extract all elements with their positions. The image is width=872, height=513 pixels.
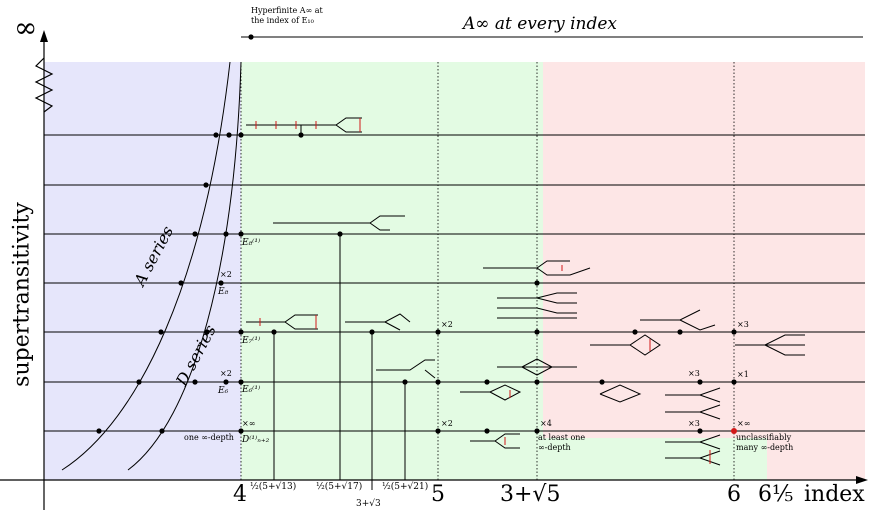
index-stems [273, 125, 406, 490]
d-series-curve [127, 61, 242, 471]
label-e7-affine: E₇⁽¹⁾ [242, 336, 261, 346]
x-tick-3-plus-root5: 3+√5 [500, 482, 561, 507]
green-region-lower [543, 438, 767, 480]
label-e8-affine: E₈⁽¹⁾ [242, 238, 261, 248]
label-at-least-one: at least one ∞-depth [538, 433, 585, 453]
index-label-d: 3+√3 [356, 499, 381, 509]
x-axis-label: index [804, 482, 865, 507]
hyperfinite-line1: Hyperfinite A∞ at [251, 6, 323, 15]
mult-734-431-xinf: ×∞ [737, 419, 751, 428]
blue-region [44, 62, 241, 480]
mult-e8-x2: ×2 [220, 270, 232, 279]
red-region [543, 62, 865, 480]
mult-5-431-x2: ×2 [441, 419, 453, 428]
label-e6-affine: E₆⁽¹⁾ [242, 385, 261, 395]
mult-d-xinf: ×∞ [242, 419, 256, 428]
x-tick-6: 6 [727, 482, 741, 507]
series-points [96, 132, 244, 434]
unclassifiable-point [731, 428, 737, 434]
mult-e6-x2: ×2 [220, 369, 232, 378]
mult-700-431-x3: ×3 [688, 419, 700, 428]
mult-734-332-x3: ×3 [737, 320, 749, 329]
level-lines [44, 134, 865, 432]
index-label-b: ½(5+√17) [316, 482, 363, 492]
graph-red-marks [255, 118, 711, 464]
y-axis-arrow [40, 30, 48, 42]
every-index-label: A∞ at every index [463, 14, 617, 34]
x-tick-4: 4 [233, 482, 247, 507]
index-label-c: ½(5+√21) [382, 482, 429, 492]
mult-700-382-x3: ×3 [688, 369, 700, 378]
mult-5-332-x2: ×2 [441, 320, 453, 329]
a-series-curve [61, 61, 231, 471]
hyperfinite-label: Hyperfinite A∞ at the index of E₁₀ [251, 6, 323, 26]
principal-graph-sketches [246, 117, 805, 466]
label-d-affine: D⁽¹⁾ₙ₊₂ [242, 435, 270, 445]
y-axis-label: supertransitivity [9, 202, 35, 387]
hyperfinite-point [248, 34, 254, 40]
infinity-label: ∞ [14, 11, 38, 44]
label-one-depth: one ∞-depth [184, 433, 234, 442]
green-region [241, 62, 543, 480]
index-label-a: ½(5+√13) [250, 482, 297, 492]
label-at-least-one-line1: at least one [538, 433, 586, 442]
axis-break-zigzag [34, 57, 54, 113]
hyperfinite-line2: the index of E₁₀ [251, 16, 314, 25]
mult-734-382-x1: ×1 [737, 370, 749, 379]
x-tick-6-1-5: 6⅕ [758, 482, 794, 507]
label-unclassifiable: unclassifiably many ∞-depth [736, 433, 793, 453]
label-unclassifiable-line2: many ∞-depth [736, 443, 794, 452]
x-tick-5: 5 [431, 482, 445, 507]
label-at-least-one-line2: ∞-depth [538, 443, 571, 452]
label-e6: E₆ [218, 386, 229, 396]
label-e8: E₈ [218, 287, 229, 297]
label-unclassifiable-line1: unclassifiably [736, 433, 792, 442]
mult-537-x4: ×4 [540, 419, 552, 428]
x-axis-arrow [856, 476, 868, 484]
level-points [271, 132, 737, 434]
